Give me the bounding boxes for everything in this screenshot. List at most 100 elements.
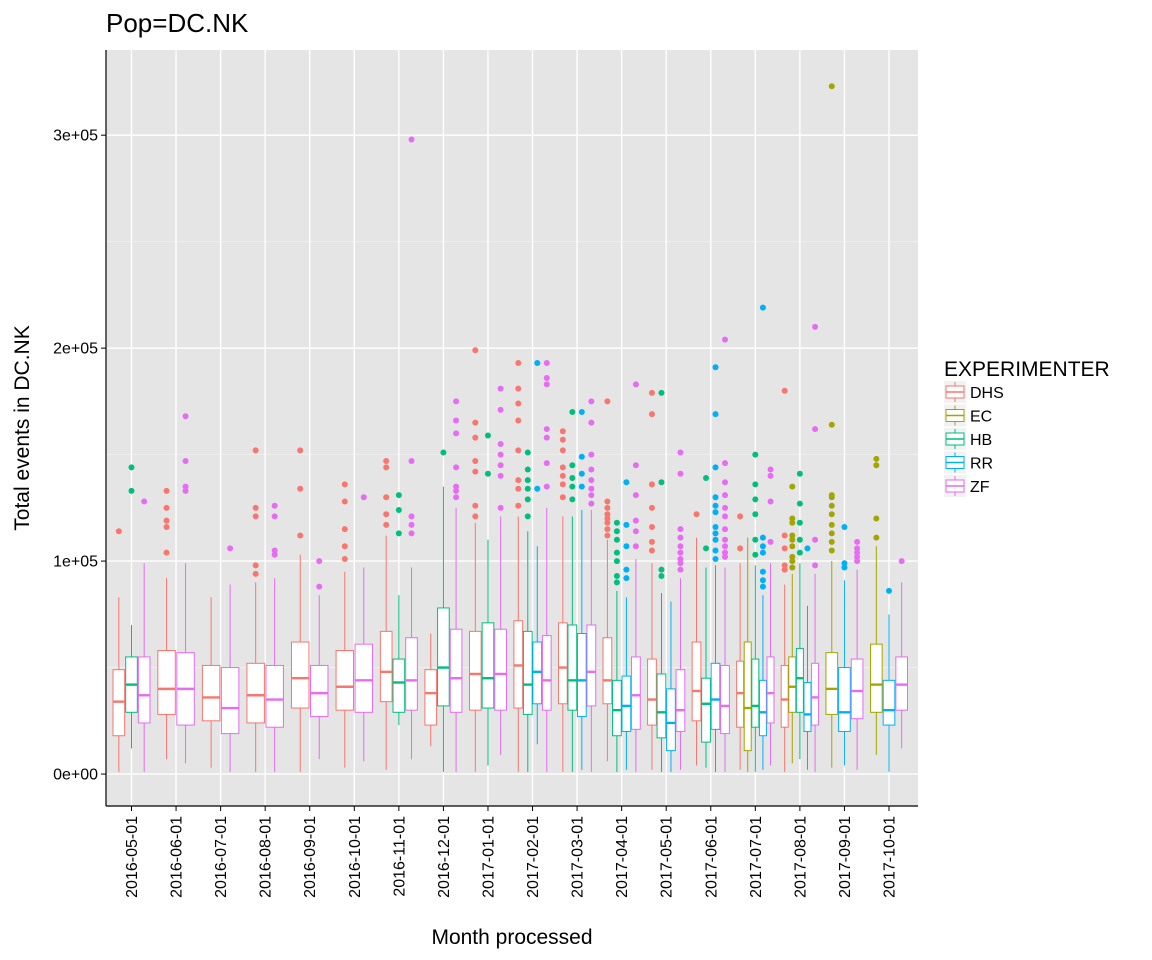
outlier-point: [752, 481, 759, 488]
box-zf: [631, 381, 641, 772]
outlier-point: [789, 532, 796, 539]
legend-item-dhs: DHS: [944, 381, 1004, 403]
x-tick-label: 2017-01-01: [480, 816, 497, 898]
outlier-point: [759, 304, 766, 311]
box-rr: [838, 524, 851, 766]
box-dhs: [379, 458, 393, 770]
chart-title: Pop=DC.NK: [106, 8, 249, 38]
outlier-point: [163, 517, 170, 524]
box-dhs: [290, 447, 310, 772]
box-rr: [882, 587, 896, 772]
box-zf: [137, 498, 151, 772]
outlier-point: [623, 543, 630, 550]
outlier-point: [524, 477, 531, 484]
outlier-point: [759, 583, 766, 590]
y-tick-label: 1e+05: [53, 554, 98, 571]
box-hb: [701, 475, 711, 768]
outlier-point: [604, 515, 611, 522]
outlier-point: [613, 573, 620, 580]
outlier-point: [297, 485, 304, 492]
x-axis-ticks: 2016-05-01 2016-06-01 2016-07-01 2016-08-01…: [124, 806, 899, 898]
x-tick-label: 2016-12-01: [436, 816, 453, 898]
x-tick-label: 2017-08-01: [792, 816, 809, 898]
outlier-point: [484, 432, 491, 439]
outlier-point: [712, 502, 719, 509]
box-body: [602, 637, 613, 705]
outlier-point: [252, 570, 259, 577]
outlier-point: [569, 475, 576, 482]
outlier-point: [767, 498, 774, 505]
outlier-point: [604, 511, 611, 518]
box-zf: [449, 398, 463, 772]
outlier-point: [524, 513, 531, 520]
outlier-point: [712, 547, 719, 554]
x-tick-label: 2016-08-01: [258, 816, 275, 898]
box-zf: [541, 360, 552, 772]
outlier-point: [453, 430, 460, 437]
box-body: [780, 664, 789, 728]
outlier-point: [543, 374, 550, 381]
outlier-point: [658, 389, 665, 396]
outlier-point: [828, 492, 835, 499]
outlier-point: [543, 426, 550, 433]
box-body: [870, 643, 883, 713]
x-tick-label: 2016-06-01: [169, 816, 186, 898]
outlier-point: [497, 472, 504, 479]
outlier-point: [252, 504, 259, 511]
outlier-point: [703, 545, 710, 552]
box-body: [811, 662, 820, 726]
box-dhs: [468, 347, 482, 772]
box-dhs: [246, 447, 265, 772]
box-dhs: [736, 513, 745, 770]
outlier-point: [828, 530, 835, 537]
outlier-point: [559, 436, 566, 443]
outlier-point: [828, 538, 835, 545]
outlier-point: [632, 543, 639, 550]
outlier-point: [767, 466, 774, 473]
outlier-point: [873, 534, 880, 541]
outlier-point: [163, 504, 170, 511]
outlier-point: [569, 462, 576, 469]
box-group: [736, 304, 775, 772]
outlier-point: [271, 502, 278, 509]
outlier-point: [524, 485, 531, 492]
box-body: [157, 650, 176, 715]
box-group: [335, 481, 374, 768]
box-hb: [481, 432, 495, 766]
box-body: [137, 656, 151, 724]
outlier-point: [712, 530, 719, 537]
outlier-point: [722, 513, 729, 520]
box-ec: [825, 83, 839, 768]
outlier-point: [569, 409, 576, 416]
box-zf: [675, 449, 686, 770]
outlier-point: [873, 455, 880, 462]
box-body: [481, 622, 495, 709]
box-group: [557, 398, 597, 772]
outlier-point: [578, 409, 585, 416]
outlier-point: [383, 458, 390, 465]
outlier-point: [648, 411, 655, 418]
box-zf: [895, 558, 908, 749]
outlier-point: [472, 502, 479, 509]
box-body: [437, 607, 450, 707]
outlier-point: [569, 483, 576, 490]
box-group: [468, 347, 507, 772]
outlier-point: [677, 526, 684, 533]
outlier-point: [297, 447, 304, 454]
box-body: [309, 664, 329, 718]
outlier-point: [360, 494, 367, 501]
outlier-point: [796, 519, 803, 526]
box-hb: [656, 389, 667, 772]
outlier-point: [383, 464, 390, 471]
box-zf: [309, 558, 329, 760]
box-groups: [112, 83, 908, 772]
outlier-point: [722, 526, 729, 533]
box-dhs: [602, 398, 613, 762]
box-group: [246, 447, 284, 772]
box-zf: [265, 502, 284, 772]
x-tick-label: 2017-03-01: [570, 816, 587, 898]
outlier-point: [828, 521, 835, 528]
outlier-point: [781, 562, 788, 569]
outlier-point: [854, 558, 861, 565]
